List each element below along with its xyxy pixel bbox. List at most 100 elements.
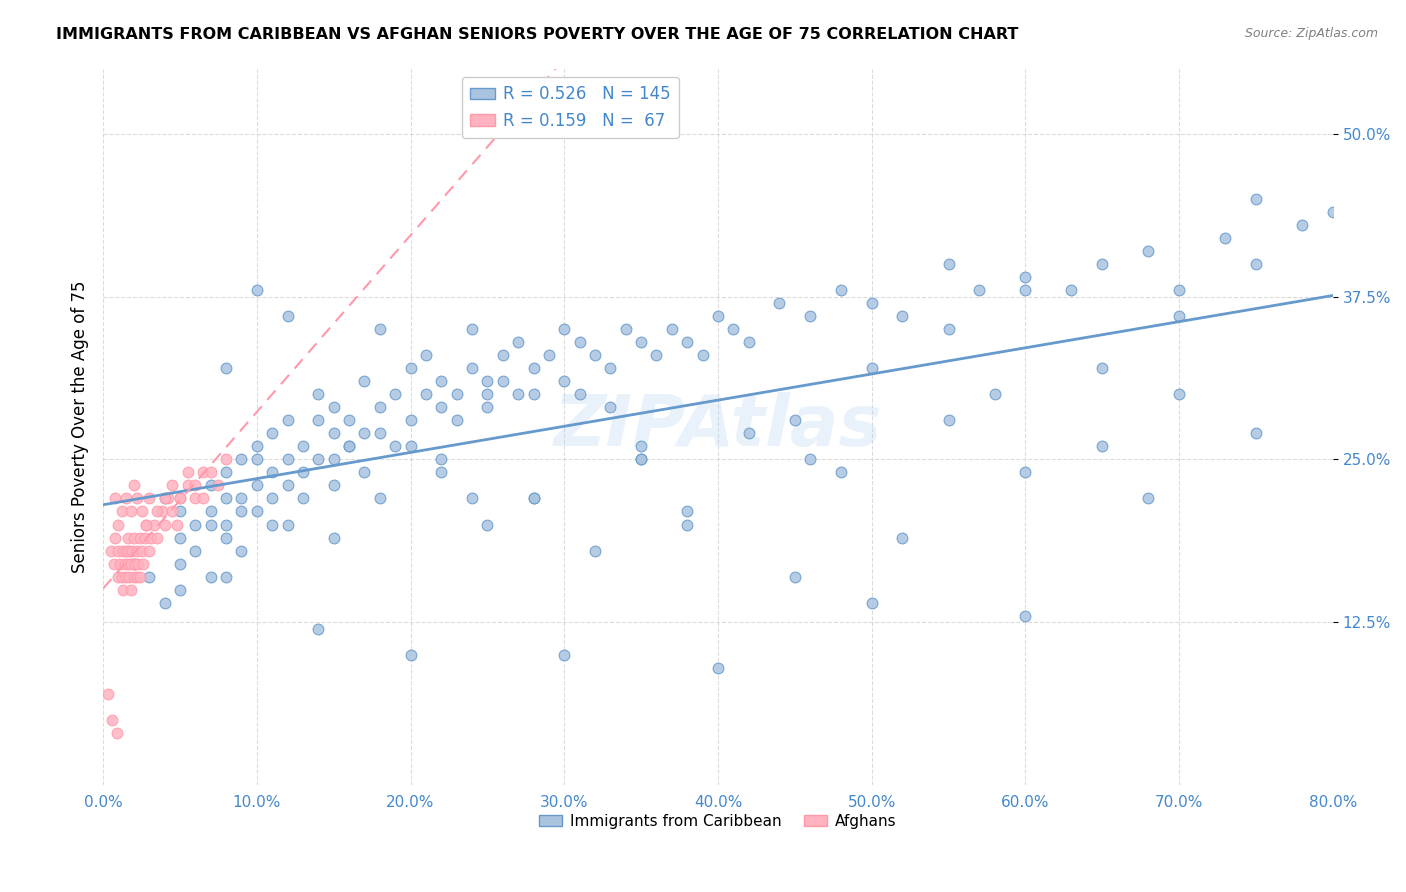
Point (307, 622, 329, 636)
Point (322, 401, 344, 415)
Point (415, 348, 437, 362)
Point (120, 582, 142, 597)
Point (162, 504, 184, 518)
Point (246, 504, 269, 518)
Point (215, 531, 238, 545)
Point (277, 478, 299, 492)
Point (322, 531, 344, 545)
Point (291, 439, 314, 453)
Point (768, 296, 790, 310)
Point (246, 452, 269, 467)
Legend: Immigrants from Caribbean, Afghans: Immigrants from Caribbean, Afghans (533, 807, 903, 835)
Point (1244, 426, 1267, 441)
Point (1014, 283, 1036, 297)
Point (1091, 257, 1114, 271)
Point (166, 517, 188, 532)
Point (169, 491, 191, 506)
Point (1168, 387, 1191, 401)
Point (277, 452, 299, 467)
Point (583, 348, 606, 362)
Point (1137, 244, 1160, 258)
Point (101, 713, 124, 727)
Point (153, 596, 176, 610)
Point (492, 374, 515, 388)
Point (112, 582, 135, 597)
Point (799, 309, 821, 323)
Point (135, 517, 157, 532)
Point (156, 491, 179, 506)
Point (1060, 283, 1083, 297)
Point (1091, 361, 1114, 376)
Point (107, 543, 129, 558)
Point (723, 322, 745, 336)
Point (322, 452, 344, 467)
Point (368, 322, 391, 336)
Point (307, 387, 329, 401)
Point (630, 452, 652, 467)
Point (337, 439, 360, 453)
Point (676, 335, 699, 350)
Point (162, 478, 184, 492)
Point (415, 387, 437, 401)
Point (830, 466, 852, 480)
Point (262, 491, 284, 506)
Point (200, 569, 222, 583)
Point (446, 387, 468, 401)
Point (118, 543, 141, 558)
Point (307, 413, 329, 427)
Point (353, 374, 375, 388)
Point (110, 569, 132, 583)
Point (169, 557, 191, 571)
Point (277, 309, 299, 323)
Point (1213, 231, 1236, 245)
Point (100, 543, 122, 558)
Point (139, 531, 162, 545)
Point (231, 452, 253, 467)
Point (322, 426, 344, 441)
Point (1244, 192, 1267, 206)
Point (120, 504, 142, 518)
Point (153, 491, 176, 506)
Point (246, 478, 269, 492)
Point (692, 348, 714, 362)
Point (125, 543, 148, 558)
Point (860, 296, 883, 310)
Point (291, 491, 314, 506)
Point (142, 517, 165, 532)
Point (231, 491, 253, 506)
Point (938, 257, 960, 271)
Point (522, 491, 544, 506)
Point (353, 466, 375, 480)
Point (169, 491, 191, 506)
Point (399, 439, 422, 453)
Point (661, 322, 683, 336)
Point (1168, 283, 1191, 297)
Point (97, 687, 120, 701)
Point (830, 283, 852, 297)
Point (135, 517, 157, 532)
Point (262, 426, 284, 441)
Point (630, 335, 652, 350)
Point (676, 504, 699, 518)
Point (138, 569, 160, 583)
Point (368, 401, 391, 415)
Point (783, 413, 806, 427)
Point (215, 491, 238, 506)
Point (114, 557, 136, 571)
Point (568, 387, 591, 401)
Point (430, 374, 453, 388)
Point (112, 543, 135, 558)
Point (207, 478, 229, 492)
Point (477, 374, 499, 388)
Point (737, 426, 759, 441)
Point (246, 439, 269, 453)
Point (983, 387, 1005, 401)
Point (799, 452, 821, 467)
Point (200, 517, 222, 532)
Point (522, 361, 544, 376)
Point (553, 648, 575, 662)
Point (169, 582, 191, 597)
Point (277, 413, 299, 427)
Y-axis label: Seniors Poverty Over the Age of 75: Seniors Poverty Over the Age of 75 (72, 281, 89, 573)
Point (184, 478, 207, 492)
